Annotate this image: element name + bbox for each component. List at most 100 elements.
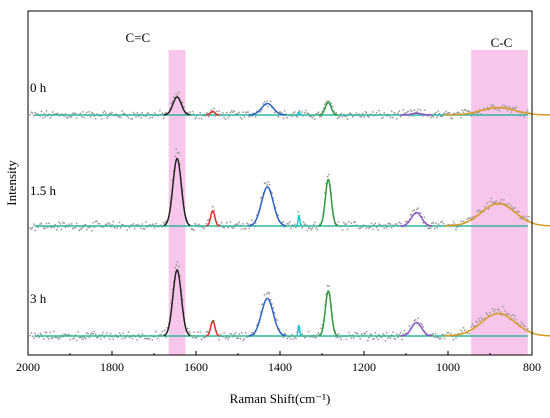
raw-point: [490, 105, 493, 107]
raw-point: [384, 340, 387, 342]
raw-point: [356, 332, 359, 335]
raw-point: [251, 219, 253, 222]
raw-point: [378, 223, 380, 226]
raw-point: [282, 336, 285, 339]
raw-point: [162, 117, 165, 120]
raw-point: [49, 117, 52, 119]
raw-point: [370, 222, 373, 225]
raw-point: [477, 209, 480, 212]
raw-point: [153, 226, 156, 229]
raw-point: [177, 151, 180, 154]
raw-point: [460, 116, 462, 119]
raw-point: [419, 211, 422, 214]
raw-point: [240, 117, 243, 120]
raw-point: [443, 337, 446, 340]
raw-point: [389, 116, 392, 119]
x-tick-label: 1800: [100, 360, 124, 374]
raw-point: [233, 110, 236, 113]
raw-point: [320, 115, 323, 118]
raw-point: [232, 111, 234, 114]
raw-point: [40, 110, 43, 113]
raw-point: [494, 309, 496, 311]
raw-point: [461, 331, 464, 334]
raw-point: [508, 202, 510, 205]
raw-point: [327, 285, 330, 288]
raw-point: [248, 115, 251, 118]
raw-point: [34, 332, 36, 335]
raw-point: [506, 109, 509, 112]
raw-point: [119, 226, 122, 229]
raw-point: [402, 333, 404, 335]
raw-point: [88, 336, 91, 339]
fitted-peak-3: [248, 186, 286, 227]
raw-point: [206, 330, 209, 333]
raw-point: [229, 111, 232, 114]
raw-point: [371, 228, 374, 231]
raw-point: [345, 115, 348, 118]
raw-point: [308, 227, 311, 230]
raw-point: [193, 331, 195, 334]
raw-point: [82, 338, 84, 340]
raw-point: [311, 117, 314, 119]
raw-point: [90, 229, 93, 232]
raw-point: [510, 111, 513, 113]
raw-point: [266, 292, 268, 295]
raw-point: [53, 226, 55, 229]
raw-point: [486, 313, 489, 316]
raw-point: [267, 181, 270, 184]
raw-point: [259, 110, 262, 113]
raw-point: [443, 112, 446, 114]
raw-point: [208, 115, 210, 118]
raw-point: [501, 104, 504, 107]
raw-point: [200, 338, 203, 341]
raw-point: [113, 226, 116, 229]
raw-point: [237, 223, 239, 225]
raw-point: [74, 226, 77, 229]
raw-point: [465, 109, 467, 111]
raw-point: [247, 223, 250, 226]
raw-point: [119, 116, 122, 119]
raw-point: [224, 118, 227, 121]
raw-point: [494, 108, 496, 111]
raw-point: [398, 110, 401, 113]
raw-point: [122, 332, 125, 334]
raw-point: [244, 228, 247, 230]
raw-point: [292, 112, 295, 115]
fitted-peak-2: [205, 320, 220, 337]
raw-point: [368, 227, 370, 230]
raw-point: [416, 208, 418, 211]
raw-point: [421, 323, 423, 326]
raw-point: [131, 118, 134, 120]
raw-point: [317, 332, 320, 334]
raw-point: [296, 115, 299, 118]
raw-point: [375, 226, 378, 229]
raw-point: [504, 310, 506, 312]
fitted-peak-2: [205, 210, 220, 227]
raw-point: [195, 116, 198, 119]
raw-point: [378, 109, 380, 112]
raw-point: [499, 201, 501, 204]
raw-point: [481, 318, 484, 320]
raw-point: [205, 222, 208, 225]
raw-point: [448, 111, 451, 114]
raw-point: [382, 333, 384, 335]
raw-point: [314, 118, 316, 120]
raw-point: [399, 332, 402, 334]
raw-point: [331, 105, 334, 108]
raw-point: [92, 222, 94, 224]
raw-point: [360, 333, 363, 335]
raw-point: [133, 227, 136, 230]
raw-point: [283, 110, 286, 112]
raw-point: [442, 222, 445, 225]
raw-point: [375, 111, 378, 114]
raw-point: [503, 199, 505, 201]
raw-point: [103, 336, 106, 339]
raw-point: [398, 221, 401, 224]
raw-point: [403, 329, 406, 332]
raw-point: [293, 336, 296, 339]
raw-point: [489, 312, 491, 314]
raw-point: [75, 117, 78, 119]
raw-point: [363, 116, 365, 118]
raw-point: [476, 321, 479, 323]
